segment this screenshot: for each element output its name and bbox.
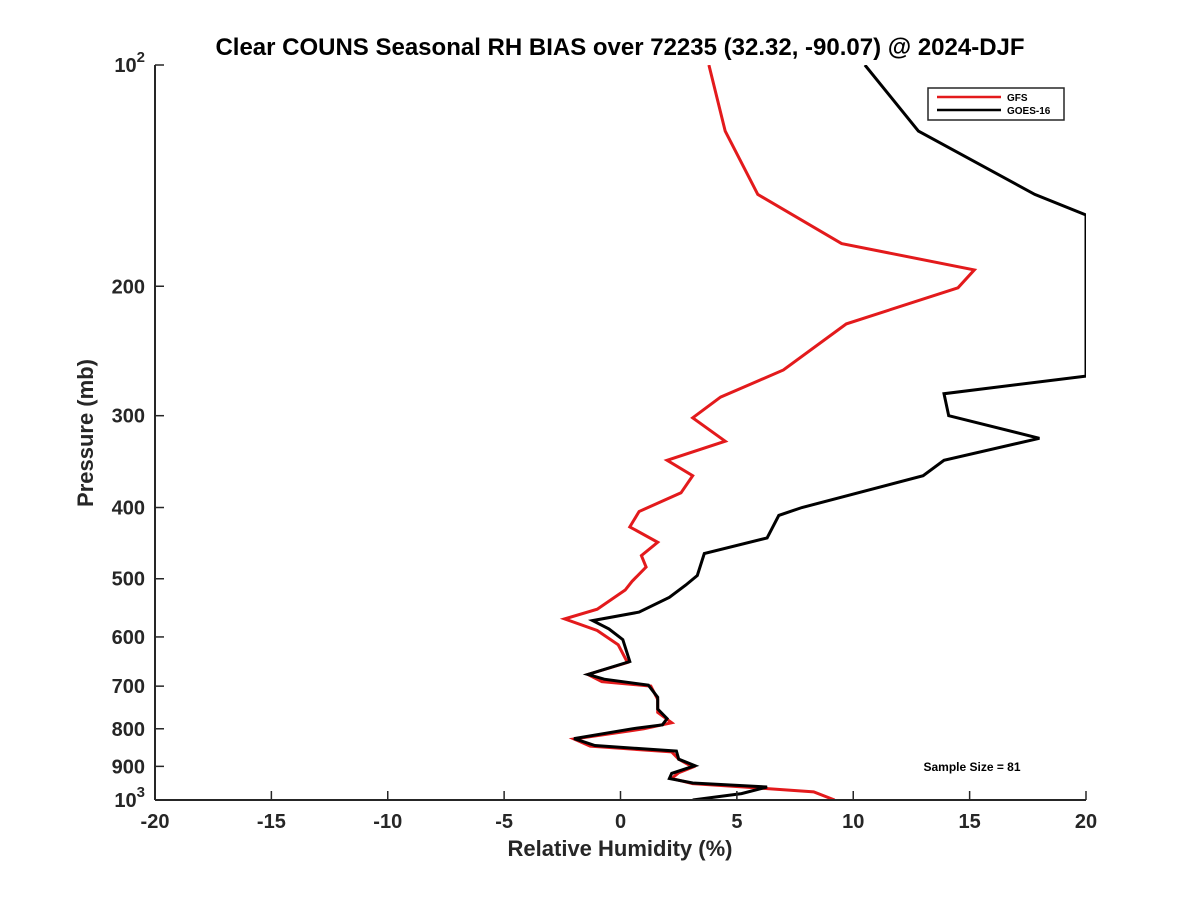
sample-size-annotation: Sample Size = 81 <box>923 760 1020 774</box>
x-tick-label: -5 <box>495 811 513 833</box>
x-tick-label: 15 <box>959 811 981 833</box>
y-axis-ticks: 102 200 300 400 500 600 700 800 900 103 <box>112 49 164 812</box>
y-tick-label: 800 <box>112 719 145 741</box>
x-tick-label: 0 <box>615 811 626 833</box>
legend-label-gfs: GFS <box>1007 93 1028 104</box>
y-tick-label: 300 <box>112 406 145 428</box>
x-axis-ticks: -20 -15 -10 -5 0 5 10 15 20 <box>141 791 1097 833</box>
y-tick-label: 102 <box>114 49 145 77</box>
x-tick-label: 5 <box>731 811 742 833</box>
x-tick-label: 10 <box>842 811 864 833</box>
x-tick-label: -20 <box>141 811 170 833</box>
y-axis-label: Pressure (mb) <box>73 359 98 507</box>
x-tick-label: -10 <box>373 811 402 833</box>
plot-area <box>559 65 1086 800</box>
y-tick-label: 200 <box>112 276 145 298</box>
y-tick-label: 600 <box>112 627 145 649</box>
y-tick-label: 900 <box>112 756 145 778</box>
y-tick-label: 103 <box>114 784 145 812</box>
y-tick-label: 700 <box>112 676 145 698</box>
x-axis-label: Relative Humidity (%) <box>508 836 733 861</box>
y-tick-label: 500 <box>112 569 145 591</box>
legend-box <box>927 87 1065 121</box>
x-tick-label: 20 <box>1075 811 1097 833</box>
series-line-gfs <box>559 65 978 800</box>
y-tick-label: 400 <box>112 498 145 520</box>
chart-title: Clear COUNS Seasonal RH BIAS over 72235 … <box>215 34 1024 61</box>
legend: GFS GOES-16 <box>927 87 1065 121</box>
x-tick-label: -15 <box>257 811 286 833</box>
legend-label-goes16: GOES-16 <box>1007 106 1051 117</box>
series-line-goes16 <box>573 65 1086 800</box>
